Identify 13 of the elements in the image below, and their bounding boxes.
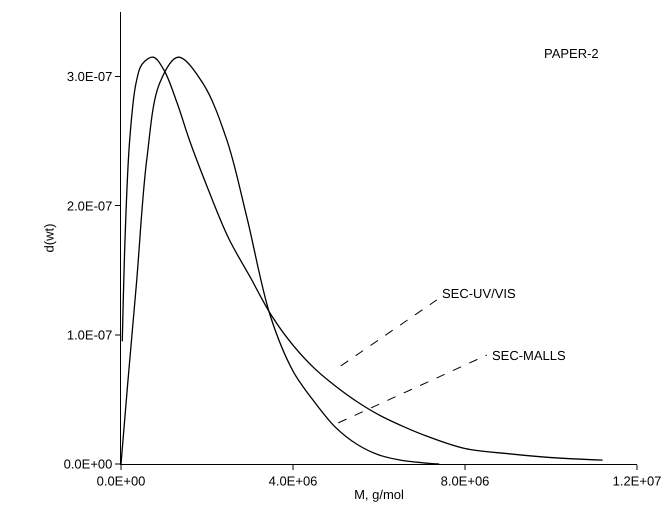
annotation: SEC-UV/VIS xyxy=(442,286,516,301)
x-tick-label: 0.0E+00 xyxy=(96,474,146,489)
x-tick-label: 8.0E+06 xyxy=(440,474,490,489)
y-tick-label: 1.0E-07 xyxy=(66,327,112,342)
y-tick-label: 2.0E-07 xyxy=(66,198,112,214)
x-tick-label: 4.0E+06 xyxy=(268,474,318,489)
annotation: SEC-MALLS xyxy=(492,348,566,363)
y-tick-label: 3.0E-07 xyxy=(66,69,112,84)
y-axis-title: d(wt) xyxy=(42,224,57,252)
y-tick-label: 0.0E+00 xyxy=(64,456,112,472)
x-axis-title: M, g/mol xyxy=(354,487,404,502)
annotation: PAPER-2 xyxy=(544,46,599,61)
x-tick-label: 1.2E+07 xyxy=(612,474,662,489)
